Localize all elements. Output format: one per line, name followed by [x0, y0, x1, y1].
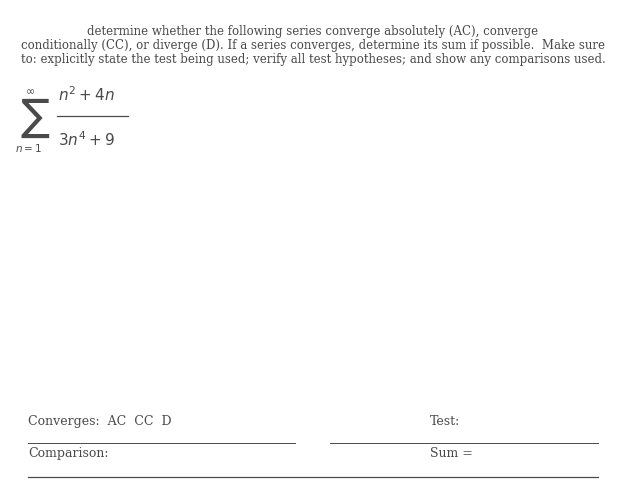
Text: to: explicitly state the test being used; verify all test hypotheses; and show a: to: explicitly state the test being used…: [21, 53, 605, 66]
Text: Sum =: Sum =: [430, 447, 473, 460]
Text: Test:: Test:: [430, 415, 460, 428]
Text: $n^2 + 4n$: $n^2 + 4n$: [58, 85, 115, 104]
Text: conditionally (CC), or diverge (D). If a series converges, determine its sum if : conditionally (CC), or diverge (D). If a…: [21, 39, 605, 52]
Text: Converges:  AC  CC  D: Converges: AC CC D: [28, 415, 172, 428]
Text: $3n^4+9$: $3n^4+9$: [58, 130, 115, 149]
Text: $\infty$: $\infty$: [25, 86, 35, 96]
Text: Comparison:: Comparison:: [28, 447, 108, 460]
Text: $\sum$: $\sum$: [20, 97, 50, 139]
Text: $n{=}1$: $n{=}1$: [14, 142, 41, 154]
Text: determine whether the following series converge absolutely (AC), converge: determine whether the following series c…: [88, 25, 538, 38]
